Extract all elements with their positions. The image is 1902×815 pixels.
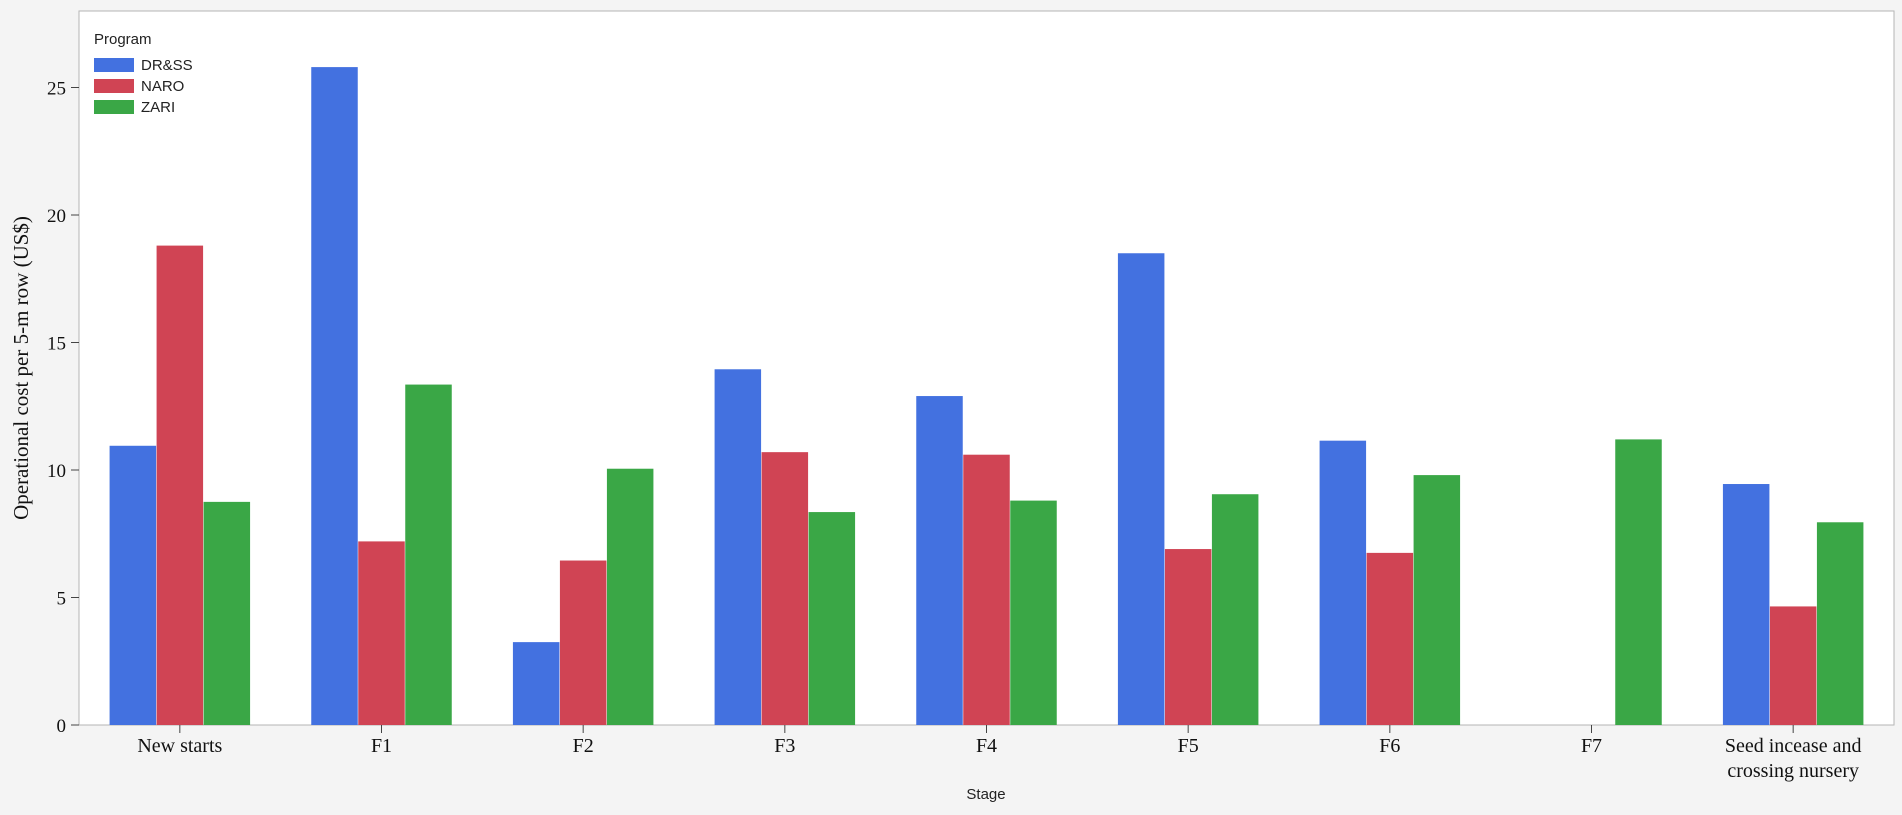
legend-label: NARO <box>141 78 184 95</box>
bar-zari <box>808 512 856 725</box>
x-tick-label: F1 <box>371 735 392 757</box>
bar-dr-ss <box>714 369 762 725</box>
x-tick-label: New starts <box>137 735 222 757</box>
bar-zari <box>606 468 654 725</box>
y-tick-label: 15 <box>47 334 66 355</box>
bar-naro <box>559 560 607 725</box>
x-tick-label: F5 <box>1178 735 1199 757</box>
bar-dr-ss <box>311 67 358 726</box>
bar-naro <box>761 452 809 725</box>
bar-zari <box>1010 500 1057 725</box>
bar-dr-ss <box>916 396 963 725</box>
x-tick-label: F3 <box>774 735 795 757</box>
bar-dr-ss <box>1117 253 1165 725</box>
bar-zari <box>203 501 251 725</box>
bar-naro <box>1769 606 1817 725</box>
axes-layer: 0 5 10 15 20 25 New starts F1 F2 F3 F4 F5 F6 F7 Seed i… <box>47 79 1861 783</box>
legend: Program DR&SS NARO ZARI <box>94 31 193 116</box>
y-tick-label: 5 <box>57 589 67 610</box>
legend-title: Program <box>94 31 152 48</box>
legend-items: DR&SS NARO ZARI <box>94 57 193 116</box>
y-tick-label: 20 <box>47 206 66 227</box>
x-tick-label: Seed incease and crossing nursery <box>1725 735 1862 782</box>
y-tick-label: 10 <box>47 461 66 482</box>
legend-swatch <box>94 79 134 93</box>
legend-swatch <box>94 58 134 72</box>
y-tick-label: 25 <box>47 79 66 100</box>
bars-layer <box>109 67 1864 726</box>
x-tick-label: F7 <box>1581 735 1602 757</box>
legend-label: ZARI <box>141 99 175 116</box>
y-tick-label: 0 <box>57 716 67 737</box>
bar-dr-ss <box>1319 440 1367 725</box>
x-tick-label: F2 <box>573 735 594 757</box>
bar-zari <box>1615 439 1662 725</box>
bar-dr-ss <box>1722 484 1770 725</box>
bar-naro <box>1366 552 1414 725</box>
y-axis-label: Operational cost per 5-m row (US$) <box>9 216 33 520</box>
x-axis-label: Stage <box>966 786 1005 803</box>
bar-zari <box>1413 475 1461 725</box>
bar-dr-ss <box>512 642 560 725</box>
bar-zari <box>1211 494 1259 725</box>
bar-naro <box>1164 549 1212 725</box>
legend-swatch <box>94 100 134 114</box>
bar-dr-ss <box>109 445 157 725</box>
bar-naro <box>358 541 405 725</box>
bar-zari <box>405 384 452 725</box>
bar-naro <box>963 454 1010 725</box>
x-tick-label: F4 <box>976 735 997 757</box>
bar-zari <box>1816 522 1864 725</box>
bar-naro <box>156 245 204 725</box>
legend-label: DR&SS <box>141 57 193 74</box>
x-tick-label: F6 <box>1379 735 1400 757</box>
